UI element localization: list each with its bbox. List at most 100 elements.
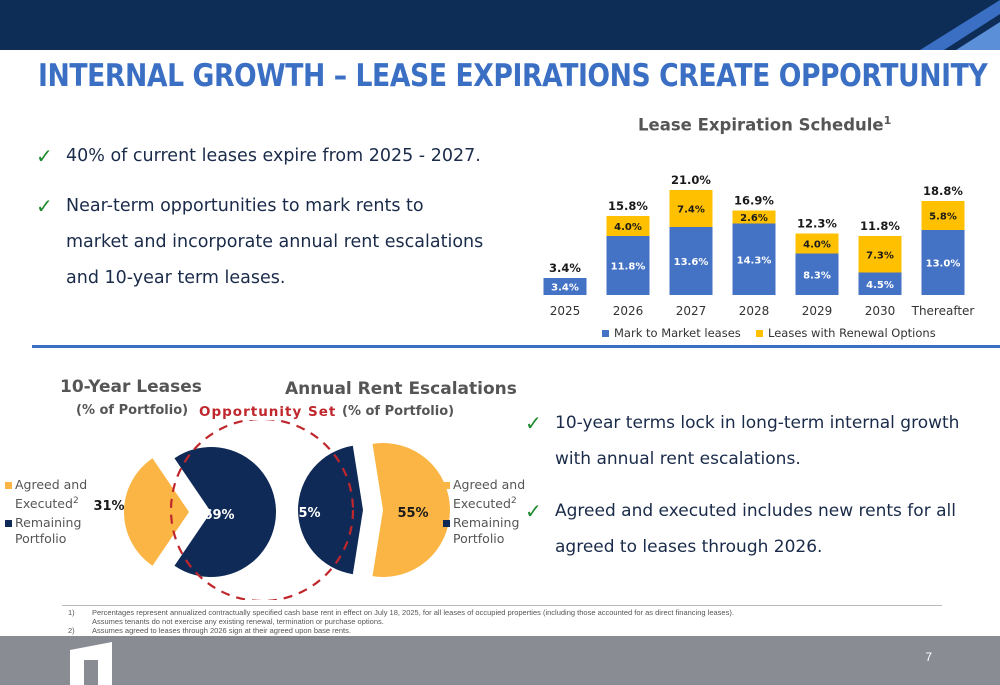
legend-label: Agreed and — [453, 477, 526, 492]
bar-renewal-options — [732, 210, 776, 224]
x-tick-label: 2030 — [865, 304, 896, 318]
legend-agreed-executed-left: Agreed and Executed2 — [5, 477, 88, 512]
bullet-line: Agreed and executed includes new rents f… — [555, 501, 956, 521]
bar-value-label: 4.5% — [866, 280, 894, 291]
bar-value-label: 2.6% — [740, 213, 768, 224]
footnote-1: 1) Percentages represent annualized cont… — [62, 608, 942, 626]
check-icon: ✓ — [525, 499, 542, 523]
footnote-number: 2) — [68, 626, 75, 635]
bar-mark-to-market — [795, 253, 839, 295]
x-tick-label: 2026 — [613, 304, 644, 318]
bar-renewal-options — [606, 216, 650, 236]
legend-label: Executed — [15, 496, 73, 512]
bullet-line: with annual rent escalations. — [555, 449, 801, 469]
bullet-line: market and incorporate annual rent escal… — [66, 232, 484, 252]
portfolio-pie-charts: 69% 31% 45% 55% — [93, 420, 450, 600]
bar-value-label: 5.8% — [929, 212, 957, 223]
footnotes: 1) Percentages represent annualized cont… — [62, 605, 942, 635]
x-tick-label: 2029 — [802, 304, 833, 318]
bar-renewal-options — [669, 190, 713, 227]
escalations-subtitle: (% of Portfolio) — [342, 404, 455, 419]
bar-value-label: 3.4% — [551, 283, 579, 294]
legend-label-renewal-options: Leases with Renewal Options — [768, 326, 936, 340]
bullet-bottom-2: ✓ Agreed and executed includes new rents… — [525, 493, 956, 565]
legend-swatch — [5, 482, 12, 489]
legend-label: Portfolio — [15, 531, 67, 546]
bar-mark-to-market — [543, 278, 587, 295]
footnote-text: Assumes tenants do not exercise any exis… — [92, 617, 384, 626]
bullet-line: and 10-year term leases. — [66, 268, 286, 288]
pie-slice-remaining — [174, 447, 276, 577]
bar-value-label: 13.0% — [926, 259, 961, 270]
legend-agreed-executed-right: Agreed and Executed2 — [443, 477, 526, 512]
legend-label: Executed — [453, 496, 511, 512]
pie-label-agreed: 55% — [397, 506, 428, 521]
pie-label-remaining: 45% — [289, 506, 320, 521]
legend-footnote-ref: 2 — [72, 496, 79, 506]
top-banner — [0, 0, 1000, 50]
legend-remaining-right: Remaining Portfolio — [443, 515, 520, 547]
legend-label: Portfolio — [453, 531, 505, 546]
legend-swatch — [443, 520, 450, 527]
opportunity-set-circle — [169, 420, 355, 600]
bar-total-label: 21.0% — [671, 173, 711, 187]
bar-value-label: 13.6% — [674, 257, 709, 268]
bar-renewal-options — [921, 201, 965, 230]
bar-chart-title-text: Lease Expiration Schedule — [638, 115, 884, 135]
bar-value-label: 14.3% — [737, 255, 772, 266]
legend-swatch-mark-to-market — [602, 330, 609, 337]
legend-label: Agreed and — [15, 477, 88, 492]
x-tick-label: 2028 — [739, 304, 770, 318]
bar-mark-to-market — [732, 223, 776, 295]
bar-mark-to-market — [606, 236, 650, 295]
legend-swatch — [443, 482, 450, 489]
legend-label: Remaining — [15, 515, 82, 530]
bullet-top-2: ✓ Near-term opportunities to mark rents … — [36, 188, 484, 296]
bar-total-label: 15.8% — [608, 199, 648, 213]
bullet-line: 40% of current leases expire from 2025 -… — [66, 146, 481, 166]
opportunity-set-label: Opportunity Set — [199, 404, 337, 420]
legend-footnote-ref: 2 — [510, 496, 517, 506]
legend-label: Remaining — [453, 515, 520, 530]
footnote-number: 1) — [68, 608, 75, 617]
bar-value-label: 7.4% — [677, 205, 705, 216]
x-tick-label: 2027 — [676, 304, 707, 318]
pie-slice-agreed — [372, 443, 450, 577]
company-logo-icon — [70, 642, 112, 685]
bar-mark-to-market — [669, 227, 713, 295]
bar-chart-title-footnote-ref: 1 — [883, 114, 892, 127]
legend-remaining-left: Remaining Portfolio — [5, 515, 82, 547]
bar-mark-to-market — [921, 230, 965, 295]
pie-label-remaining: 69% — [203, 508, 234, 523]
bar-mark-to-market — [858, 272, 902, 295]
page-number: 7 — [925, 650, 932, 664]
legend-swatch-renewal-options — [756, 330, 763, 337]
legend-swatch — [5, 520, 12, 527]
bullet-line: 10-year terms lock in long-term internal… — [555, 413, 960, 433]
bar-value-label: 11.8% — [611, 262, 646, 273]
bullet-line: Near-term opportunities to mark rents to — [66, 196, 424, 216]
lease-expiration-bar-chart: 3.4% 3.4% 2025 11.8% 4.0% 15.8% 2026 13.6% 7.4% 2… — [543, 173, 974, 340]
footnote-text: Percentages represent annualized contrac… — [92, 608, 734, 617]
bar-value-label: 4.0% — [614, 222, 642, 233]
bar-total-label: 12.3% — [797, 217, 837, 231]
bar-total-label: 11.8% — [860, 219, 900, 233]
bar-total-label: 16.9% — [734, 194, 774, 208]
check-icon: ✓ — [525, 411, 542, 435]
bar-renewal-options — [858, 236, 902, 273]
check-icon: ✓ — [36, 144, 53, 168]
footnote-text: Assumes agreed to leases through 2026 si… — [92, 626, 351, 635]
legend-label-mark-to-market: Mark to Market leases — [614, 326, 741, 340]
bullet-top-1: ✓ 40% of current leases expire from 2025… — [36, 138, 481, 174]
bar-renewal-options — [795, 233, 839, 254]
bar-chart-title: Lease Expiration Schedule1 — [638, 114, 891, 135]
bar-total-label: 3.4% — [549, 261, 581, 275]
footnote-2: 2) Assumes agreed to leases through 2026… — [62, 626, 942, 635]
slide-title: INTERNAL GROWTH – LEASE EXPIRATIONS CREA… — [38, 58, 988, 94]
pie-label-agreed: 31% — [93, 499, 124, 514]
pie-slice-agreed — [123, 458, 189, 566]
bar-value-label: 7.3% — [866, 250, 894, 261]
check-icon: ✓ — [36, 194, 53, 218]
bar-value-label: 8.3% — [803, 270, 831, 281]
bullet-bottom-1: ✓ 10-year terms lock in long-term intern… — [525, 405, 960, 477]
